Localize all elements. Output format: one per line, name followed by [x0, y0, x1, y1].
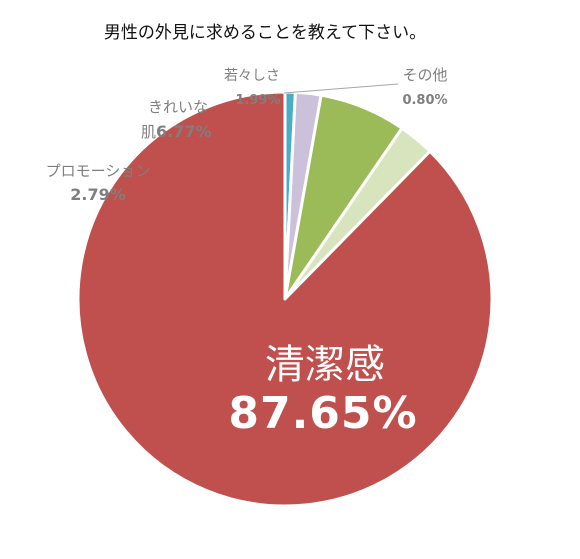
slice-label-kireina-line2: 肌6.77%: [141, 122, 212, 141]
leader-line-sonota: [283, 83, 399, 94]
slice-label-sonota: その他: [402, 66, 447, 84]
slice-label-seiketsukan: 清潔感: [265, 342, 385, 388]
pie-slices: [76, 90, 494, 508]
chart-title: 男性の外見に求めることを教えて下さい。: [104, 23, 426, 43]
slice-value-promotion: 2.79%: [70, 185, 126, 204]
slice-value-wakawakashisa: 1.99%: [235, 93, 280, 108]
slice-value-seiketsukan: 87.65%: [228, 388, 417, 439]
slice-value-sonota: 0.80%: [402, 93, 447, 108]
slice-label-kireina: きれいな: [148, 98, 208, 116]
slice-seiketsukan: [76, 90, 494, 508]
slice-value-kireina: 6.77%: [156, 122, 212, 141]
slice-label-wakawakashisa: 若々しさ: [224, 68, 280, 84]
slice-label-promotion: プロモーション: [46, 162, 151, 180]
